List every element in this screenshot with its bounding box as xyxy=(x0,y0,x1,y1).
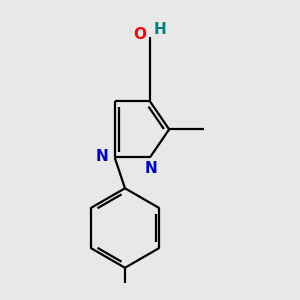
Text: N: N xyxy=(144,161,157,176)
Text: O: O xyxy=(133,27,146,42)
Text: N: N xyxy=(96,149,109,164)
Text: H: H xyxy=(154,22,167,37)
